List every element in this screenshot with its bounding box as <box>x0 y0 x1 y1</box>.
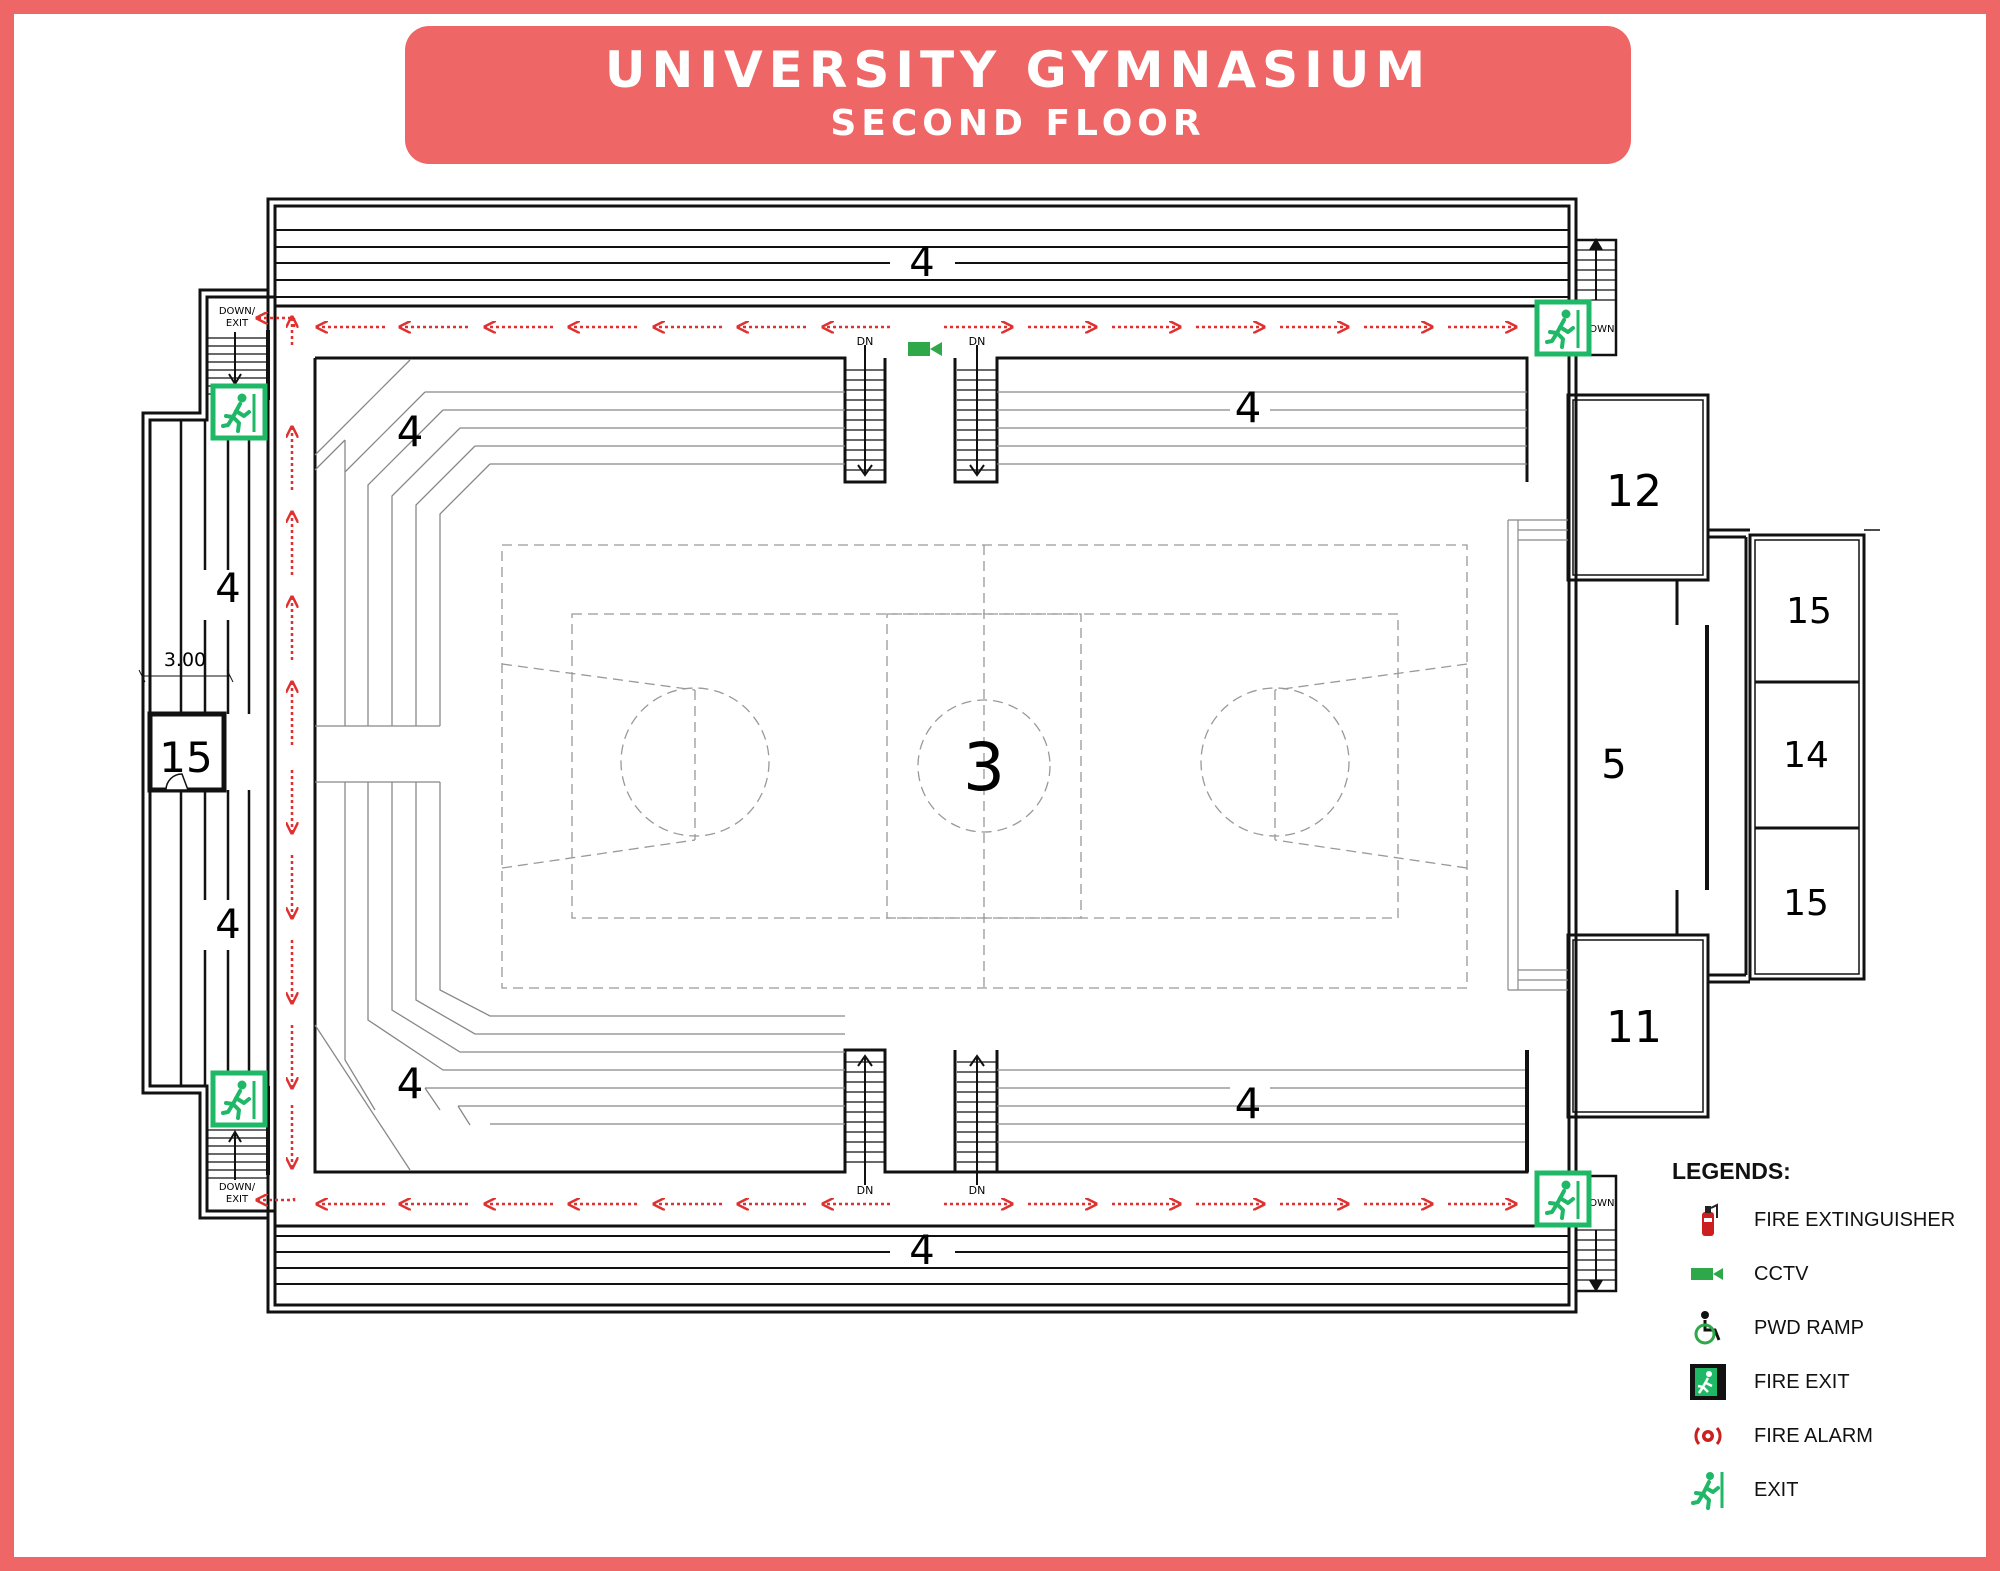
stair-label-down-exit-top: DOWN/ <box>219 306 256 317</box>
top-bleacher <box>275 229 1569 308</box>
stair-label-dn: DN <box>857 1184 874 1197</box>
upper-right-seating <box>997 391 1527 465</box>
dimension-label: 3.00 <box>164 649 206 671</box>
legend-item-cctv: CCTV <box>1672 1247 1972 1301</box>
cctv-icon <box>1688 1254 1728 1294</box>
page-subtitle: SECOND FLOOR <box>830 103 1206 144</box>
exit-icon <box>1537 1173 1589 1225</box>
fire-alarm-icon <box>1688 1416 1728 1456</box>
room-label-left-lower-bleacher: 4 <box>215 902 240 948</box>
room-label-right-room-middle: 14 <box>1783 735 1829 776</box>
room-label-upper-left-seating: 4 <box>397 407 424 456</box>
lower-left-seating <box>314 782 845 1171</box>
legend-item-pwd-ramp: PWD RAMP <box>1672 1301 1972 1355</box>
stair-label-down: DOWN <box>1582 1198 1615 1209</box>
right-side-rooms <box>1507 393 1880 1119</box>
evacuation-route <box>258 318 1515 1204</box>
stair-label-dn: DN <box>969 335 986 348</box>
room-label-upper-right-seating: 4 <box>1235 383 1262 432</box>
page-title: UNIVERSITY GYMNASIUM <box>604 41 1432 99</box>
legend-label: PWD RAMP <box>1754 1316 1864 1339</box>
outer-walls <box>141 197 1578 1314</box>
left-annex-bleachers <box>179 330 270 1180</box>
legend-item-exit: EXIT <box>1672 1463 1972 1517</box>
fire-exit-icon <box>1688 1362 1728 1402</box>
fire-extinguisher-icon <box>1688 1200 1728 1240</box>
room-label-court: 3 <box>963 729 1005 806</box>
lower-right-seating <box>997 1069 1527 1143</box>
room-label-lobby: 5 <box>1601 742 1626 788</box>
right-stairs <box>1574 238 1618 1293</box>
upper-left-seating <box>314 359 845 726</box>
inner-seating-walls <box>313 356 1529 1174</box>
exit-icon <box>1537 302 1589 354</box>
legend-title: LEGENDS: <box>1672 1158 1791 1184</box>
stair-label-dn: DN <box>969 1184 986 1197</box>
room-label-room-lower: 11 <box>1606 1002 1662 1053</box>
exit-icon <box>213 1073 265 1125</box>
stair-label-dn: DN <box>857 335 874 348</box>
legend-label: FIRE ALARM <box>1754 1424 1873 1447</box>
legend-label: FIRE EXTINGUISHER <box>1754 1208 1956 1231</box>
left-room <box>147 711 227 793</box>
room-label-left-room: 15 <box>159 733 212 782</box>
legend-label: CCTV <box>1754 1262 1809 1285</box>
stair-label-down: DOWN <box>1582 324 1615 335</box>
seating-stairs <box>844 345 998 1185</box>
stair-label-down-exit-top: EXIT <box>226 318 249 329</box>
room-label-lower-right-seating: 4 <box>1235 1079 1262 1128</box>
legend-label: FIRE EXIT <box>1754 1370 1850 1393</box>
page-frame <box>14 14 1986 1557</box>
title-banner: UNIVERSITY GYMNASIUM SECOND FLOOR <box>405 26 1631 164</box>
room-label-right-room-top: 15 <box>1786 591 1832 632</box>
cctv-icon <box>908 342 942 356</box>
room-label-bottom-bleacher: 4 <box>909 1228 934 1274</box>
legend-item-fire-exit: FIRE EXIT <box>1672 1355 1972 1409</box>
exit-icon <box>213 386 265 438</box>
stair-label-down-exit-bottom: DOWN/ <box>219 1182 256 1193</box>
stair-label-down-exit-bottom: EXIT <box>226 1194 249 1205</box>
basketball-court <box>501 544 1468 989</box>
pwd-ramp-icon <box>1688 1308 1728 1348</box>
legend-item-fire-alarm: FIRE ALARM <box>1672 1409 1972 1463</box>
exit-icon <box>1688 1470 1728 1510</box>
legend: LEGENDS: FIRE EXTINGUISHER CCTV PWD RAMP… <box>1672 1158 1972 1517</box>
room-label-room-upper: 12 <box>1606 466 1662 517</box>
dimension-line <box>138 669 234 683</box>
room-label-top-bleacher: 4 <box>909 240 934 286</box>
legend-label: EXIT <box>1754 1478 1799 1501</box>
room-label-right-room-bottom: 15 <box>1783 883 1829 924</box>
legend-item-fire-extinguisher: FIRE EXTINGUISHER <box>1672 1193 1972 1247</box>
room-label-lower-left-seating: 4 <box>397 1059 424 1108</box>
bottom-bleacher <box>275 1224 1569 1285</box>
room-label-left-upper-bleacher: 4 <box>215 566 240 612</box>
